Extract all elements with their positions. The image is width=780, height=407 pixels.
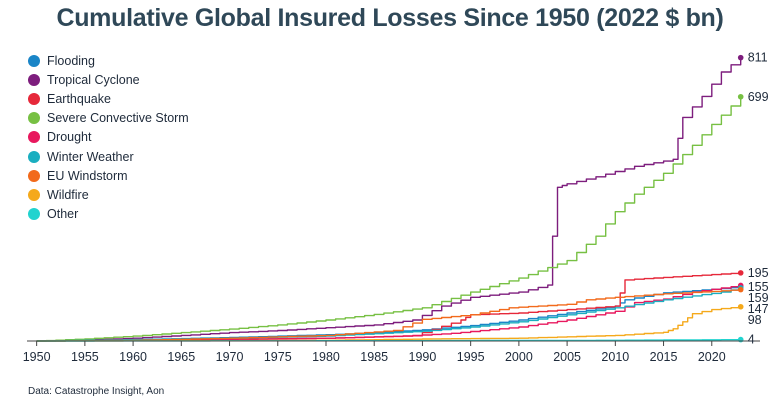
x-tick-label: 1950 xyxy=(23,350,51,364)
x-tick-label: 1955 xyxy=(71,350,99,364)
x-tick-label: 2015 xyxy=(650,350,678,364)
legend-swatch xyxy=(28,73,40,86)
x-tick-label: 1960 xyxy=(119,350,147,364)
legend-item-drought: Drought xyxy=(28,128,189,147)
legend-item-wildfire: Wildfire xyxy=(28,185,189,204)
x-tick-label: 2020 xyxy=(698,350,726,364)
x-tick-label: 1995 xyxy=(457,350,485,364)
x-tick-label: 2000 xyxy=(505,350,533,364)
end-value-label-other: 4 xyxy=(748,333,755,347)
legend-swatch xyxy=(28,112,40,125)
end-value-label-eu-windstorm: 147 xyxy=(748,302,769,316)
legend-swatch xyxy=(28,131,40,144)
legend-label: Winter Weather xyxy=(47,149,134,164)
series-line-severe-convective-storm xyxy=(36,96,742,342)
legend-label: Earthquake xyxy=(47,91,111,106)
legend-label: Wildfire xyxy=(47,187,89,202)
legend-item-other: Other xyxy=(28,205,189,224)
x-tick-label: 1965 xyxy=(167,350,195,364)
legend-label: Drought xyxy=(47,130,92,145)
end-value-label-flooding: 155 xyxy=(748,280,769,294)
legend-swatch xyxy=(28,150,40,163)
series-line-eu-windstorm xyxy=(36,289,742,342)
x-axis-ticks: 1950 1955 1960 1965 1970 1975 1980 1985 1990 1995… xyxy=(23,341,726,364)
legend-label: Other xyxy=(47,207,79,222)
x-tick-label: 1980 xyxy=(312,350,340,364)
x-tick-label: 1990 xyxy=(409,350,437,364)
series-end-point-earthquake xyxy=(737,270,744,276)
x-tick-label: 1985 xyxy=(360,350,388,364)
legend-swatch xyxy=(28,188,40,201)
end-value-label-wildfire: 98 xyxy=(748,313,762,327)
end-value-label-earthquake: 195 xyxy=(748,266,769,280)
legend-item-flooding: Flooding xyxy=(28,51,189,70)
legend-swatch xyxy=(28,54,40,67)
series-end-point-wildfire xyxy=(737,303,744,310)
x-tick-label: 1970 xyxy=(216,350,244,364)
legend-item-tropical-cyclone: Tropical Cyclone xyxy=(28,70,189,89)
legend: Flooding Tropical Cyclone Earthquake Severe… xyxy=(28,51,189,224)
legend-label: EU Windstorm xyxy=(47,168,128,183)
series-end-point-eu-windstorm xyxy=(737,286,744,293)
x-tick-label: 2005 xyxy=(553,350,581,364)
end-value-label-severe-convective-storm: 699 xyxy=(748,90,769,104)
legend-label: Tropical Cyclone xyxy=(47,72,140,87)
legend-swatch xyxy=(28,169,40,182)
x-tick-label: 2010 xyxy=(601,350,629,364)
legend-item-winter-weather: Winter Weather xyxy=(28,147,189,166)
legend-label: Severe Convective Storm xyxy=(47,111,189,126)
legend-swatch xyxy=(28,92,40,105)
end-value-label-tropical-cyclone: 811 xyxy=(748,51,768,65)
series-layer xyxy=(36,54,744,343)
legend-label: Flooding xyxy=(47,53,95,68)
series-end-point-other xyxy=(737,336,744,343)
end-value-label-drought: 159 xyxy=(748,291,769,305)
series-end-point-severe-convective-storm xyxy=(737,93,744,100)
chart-title: Cumulative Global Insured Losses Since 1… xyxy=(56,4,724,32)
source-note: Data: Catastrophe Insight, Aon xyxy=(28,386,165,397)
legend-item-eu-windstorm: EU Windstorm xyxy=(28,166,189,185)
legend-swatch xyxy=(28,208,40,221)
series-end-point-tropical-cyclone xyxy=(737,54,744,61)
legend-item-earthquake: Earthquake xyxy=(28,89,189,108)
x-tick-label: 1975 xyxy=(264,350,292,364)
series-line-tropical-cyclone xyxy=(36,57,742,342)
legend-item-severe-convective-storm: Severe Convective Storm xyxy=(28,109,189,128)
